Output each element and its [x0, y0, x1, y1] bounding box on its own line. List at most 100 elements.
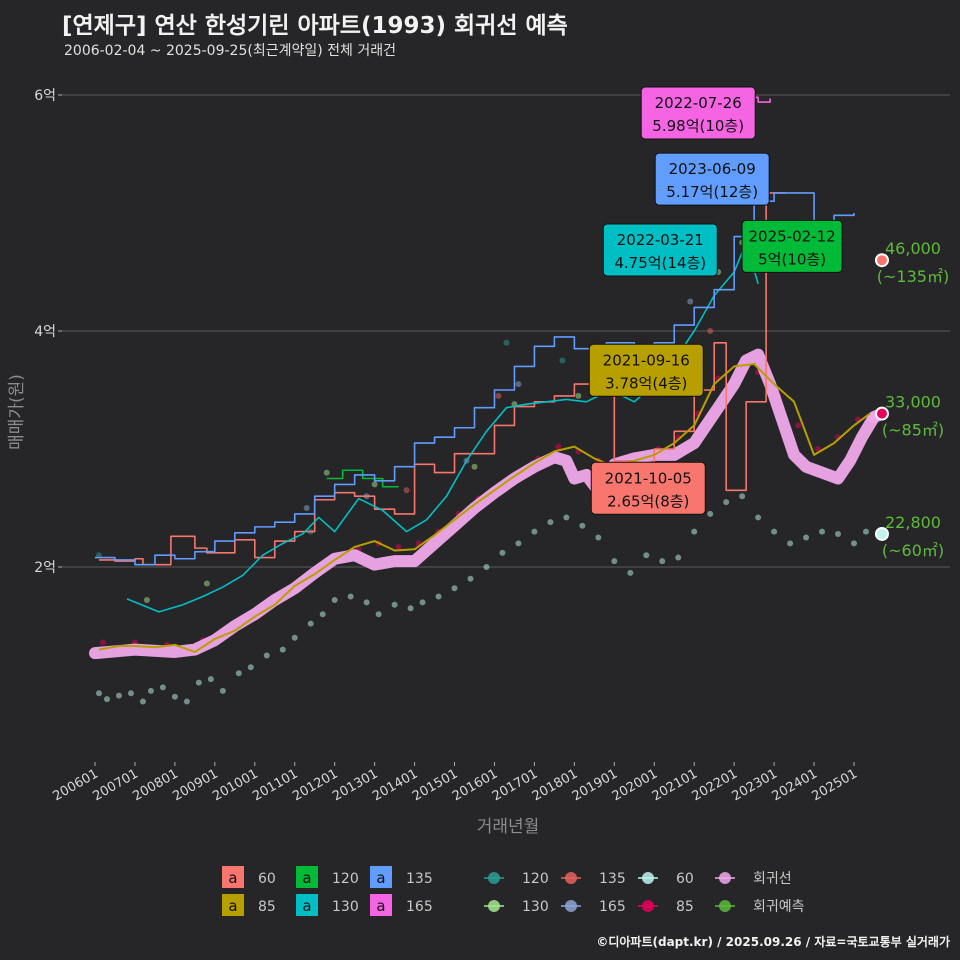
annotation-box: 2021-09-16 3.78억(4층) — [588, 343, 704, 397]
point-60 — [319, 611, 326, 618]
point-60 — [375, 611, 382, 618]
point-60 — [147, 687, 154, 694]
legend-swatch — [222, 866, 244, 888]
legend-glyph: a — [228, 869, 237, 887]
legend-glyph: a — [302, 869, 311, 887]
point-120 — [503, 339, 510, 346]
legend-label: 135 — [599, 871, 626, 887]
point-85 — [395, 543, 402, 550]
point-120 — [559, 357, 566, 364]
plot-panel — [62, 62, 950, 762]
tick-label-x: 201101 — [250, 766, 300, 804]
forecast-area: (~60㎡) — [882, 541, 944, 560]
tick-label-x: 201401 — [370, 766, 420, 804]
legend: a 60 a 85 a 120 a 130 a 135 a 165 120 130 135 165 60 85 회귀… — [222, 866, 805, 916]
legend-dot — [642, 900, 654, 912]
point-60 — [499, 549, 506, 556]
y-axis-label: 매매가(원) — [7, 374, 27, 450]
annotation-bg — [602, 223, 718, 277]
tick-label-x: 200901 — [170, 766, 220, 804]
point-60 — [787, 540, 794, 547]
legend-glyph: a — [302, 897, 311, 915]
point-60 — [171, 693, 178, 700]
point-60 — [95, 690, 102, 697]
annotation-date: 2025-02-12 — [748, 227, 835, 245]
tick-label-x: 201001 — [210, 766, 260, 804]
tick-label-x: 201901 — [570, 766, 620, 804]
point-60 — [819, 528, 826, 535]
legend-dot — [642, 872, 654, 884]
tick-label-x: 201701 — [490, 766, 540, 804]
point-60 — [127, 690, 134, 697]
point-60 — [331, 597, 338, 604]
tick-label-y: 6억 — [34, 88, 56, 104]
forecast-value: 22,800 — [885, 513, 941, 532]
point-60 — [407, 605, 414, 612]
tick-label-x: 202401 — [770, 766, 820, 804]
point-60 — [279, 646, 286, 653]
legend-label: 85 — [258, 899, 276, 915]
legend-label: 135 — [406, 871, 433, 887]
point-60 — [595, 534, 602, 541]
point-60 — [771, 528, 778, 535]
legend-label: 85 — [676, 899, 694, 915]
point-60 — [451, 585, 458, 592]
x-axis: 2006012007012008012009012010012011012012… — [51, 762, 860, 804]
tick-label-x: 202201 — [690, 766, 740, 804]
point-165 — [687, 298, 694, 305]
point-60 — [263, 652, 270, 659]
series-line-60 — [98, 192, 787, 566]
legend-label: 120 — [332, 871, 359, 887]
point-60 — [675, 554, 682, 561]
tick-label-x: 202101 — [650, 766, 700, 804]
point-60 — [723, 499, 730, 506]
annotations: 2022-07-26 5.98억(10층) 2023-06-09 5.17억(12층)… — [588, 86, 843, 515]
legend-dot — [565, 872, 577, 884]
annotation-date: 2021-10-05 — [605, 469, 692, 487]
tick-label-x: 202001 — [610, 766, 660, 804]
point-60 — [531, 528, 538, 535]
point-60 — [611, 558, 618, 565]
annotation-box: 2025-02-12 5억(10층) — [741, 219, 843, 273]
point-60 — [435, 593, 442, 600]
point-60 — [195, 679, 202, 686]
point-60 — [851, 540, 857, 547]
point-60 — [467, 575, 474, 582]
legend-dot — [719, 872, 731, 884]
point-130 — [575, 392, 582, 399]
point-130 — [143, 597, 150, 604]
forecast-value: 46,000 — [885, 239, 941, 258]
point-60 — [235, 670, 242, 677]
tick-label-x: 201201 — [290, 766, 340, 804]
legend-label: 120 — [522, 871, 549, 887]
annotation-bg — [654, 152, 770, 206]
series-line-135 — [95, 192, 855, 566]
legend-label: 60 — [676, 871, 694, 887]
tick-label-x: 200801 — [130, 766, 180, 804]
legend-label: 130 — [332, 899, 359, 915]
forecast-area: (~85㎡) — [882, 421, 944, 440]
forecast-point — [874, 253, 889, 268]
point-60 — [347, 593, 354, 600]
annotation-bg — [741, 219, 843, 273]
point-60 — [219, 687, 226, 694]
tick-label-x: 201601 — [450, 766, 500, 804]
point-60 — [707, 510, 714, 517]
point-60 — [803, 534, 810, 541]
tick-label-x: 201301 — [330, 766, 380, 804]
point-60 — [835, 530, 842, 537]
annotation-box: 2022-03-21 4.75억(14층) — [602, 223, 718, 277]
annotation-date: 2021-09-16 — [603, 351, 690, 369]
point-60 — [659, 558, 666, 565]
annotation-price: 4.75억(14층) — [614, 254, 706, 272]
point-60 — [755, 514, 762, 521]
annotation-bg — [640, 86, 756, 140]
chart-title: [연제구] 연산 한성기린 아파트(1993) 회귀선 예측 — [62, 13, 568, 39]
annotation-box: 2021-10-05 2.65억(8층) — [590, 461, 706, 515]
point-135 — [495, 392, 502, 399]
tick-label-y: 4억 — [34, 324, 56, 340]
point-60 — [862, 528, 869, 535]
legend-label: 165 — [406, 899, 433, 915]
point-60 — [115, 692, 122, 699]
